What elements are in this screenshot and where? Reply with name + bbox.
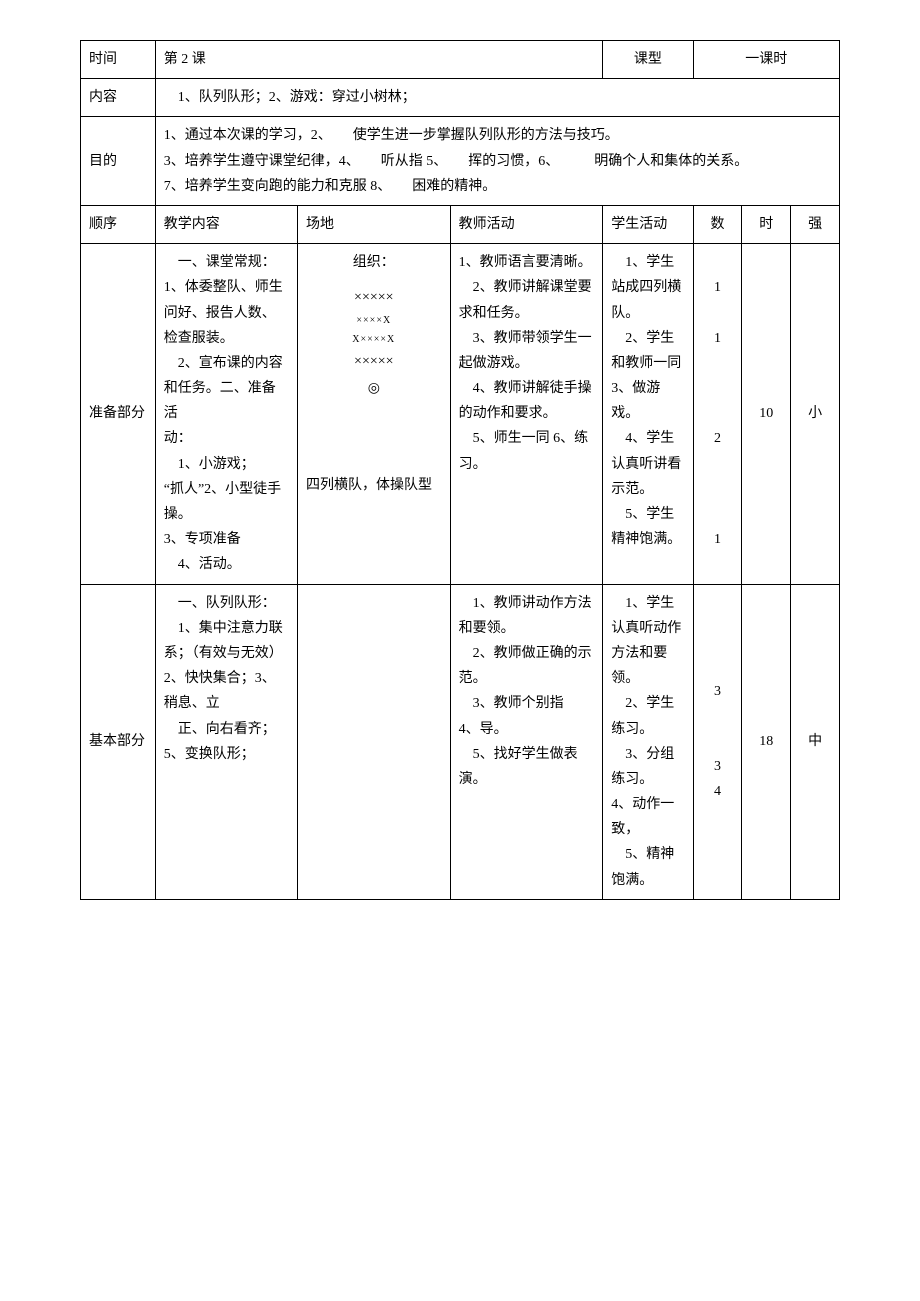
row-content: 内容 1、队列队形；2、游戏：穿过小树林； <box>81 79 840 117</box>
prep-label: 准备部分 <box>81 244 156 584</box>
goal-label: 目的 <box>81 117 156 206</box>
prep-intensity: 小 <box>791 244 840 584</box>
time-value: 第 2 课 <box>155 41 602 79</box>
field-r4: ××××× <box>306 349 442 376</box>
goal-line-1: 1、通过本次课的学习，2、 使学生进一步掌握队列队形的方法与技巧。 <box>164 123 831 148</box>
type-label: 课型 <box>603 41 693 79</box>
hdr-num: 数 <box>693 205 742 243</box>
goal-line-2: 3、培养学生遵守课堂纪律，4、 听从指 5、 挥的习惯，6、 明确个人和集体的关… <box>164 149 831 174</box>
field-r1: ××××× <box>306 285 442 312</box>
type-value: 一课时 <box>693 41 839 79</box>
basic-nums: 3 3 4 <box>693 584 742 899</box>
field-r2: ××××X <box>306 311 442 330</box>
row-header: 顺序 教学内容 场地 教师活动 学生活动 数 时 强 <box>81 205 840 243</box>
goal-line-3: 7、培养学生变向跑的能力和克服 8、 困难的精神。 <box>164 174 831 199</box>
basic-student: 1、学生认真听动作方法和要领。 2、学生练习。 3、分组练习。 4、动作一致， … <box>603 584 693 899</box>
row-goal: 目的 1、通过本次课的学习，2、 使学生进一步掌握队列队形的方法与技巧。 3、培… <box>81 117 840 206</box>
field-circle: ◎ <box>306 376 442 403</box>
prep-content: 一、课堂常规： 1、体委整队、师生问好、报告人数、检查服装。 2、宣布课的内容和… <box>155 244 297 584</box>
prep-nums: 1 1 2 1 <box>693 244 742 584</box>
hdr-field: 场地 <box>297 205 450 243</box>
content-value: 1、队列队形；2、游戏：穿过小树林； <box>155 79 839 117</box>
row-basic: 基本部分 一、队列队形： 1、集中注意力联系；（有效与无效） 2、快快集合；3、… <box>81 584 840 899</box>
basic-intensity: 中 <box>791 584 840 899</box>
time-label: 时间 <box>81 41 156 79</box>
hdr-content: 教学内容 <box>155 205 297 243</box>
field-top: 组织： <box>306 250 442 277</box>
basic-teacher: 1、教师讲动作方法和要领。 2、教师做正确的示范。 3、教师个别指 4、导。 5… <box>450 584 603 899</box>
row-time: 时间 第 2 课 课型 一课时 <box>81 41 840 79</box>
prep-field: 组织： ××××× ××××X X××××X ××××× ◎ 四列横队，体操队型 <box>297 244 450 584</box>
goal-value: 1、通过本次课的学习，2、 使学生进一步掌握队列队形的方法与技巧。 3、培养学生… <box>155 117 839 206</box>
prep-time: 10 <box>742 244 791 584</box>
basic-content: 一、队列队形： 1、集中注意力联系；（有效与无效） 2、快快集合；3、稍息、立 … <box>155 584 297 899</box>
basic-label: 基本部分 <box>81 584 156 899</box>
field-r3: X××××X <box>306 330 442 349</box>
basic-time: 18 <box>742 584 791 899</box>
row-prep: 准备部分 一、课堂常规： 1、体委整队、师生问好、报告人数、检查服装。 2、宣布… <box>81 244 840 584</box>
content-label: 内容 <box>81 79 156 117</box>
lesson-plan-table: 时间 第 2 课 课型 一课时 内容 1、队列队形；2、游戏：穿过小树林； 目的… <box>80 40 840 900</box>
hdr-teacher: 教师活动 <box>450 205 603 243</box>
prep-teacher: 1、教师语言要清晰。 2、教师讲解课堂要求和任务。 3、教师带领学生一起做游戏。… <box>450 244 603 584</box>
field-bottom: 四列横队，体操队型 <box>306 473 442 500</box>
basic-field <box>297 584 450 899</box>
hdr-order: 顺序 <box>81 205 156 243</box>
hdr-time: 时 <box>742 205 791 243</box>
hdr-intensity: 强 <box>791 205 840 243</box>
prep-student: 1、学生站成四列横队。 2、学生和教师一同 3、做游戏。 4、学生认真听讲看示范… <box>603 244 693 584</box>
hdr-student: 学生活动 <box>603 205 693 243</box>
